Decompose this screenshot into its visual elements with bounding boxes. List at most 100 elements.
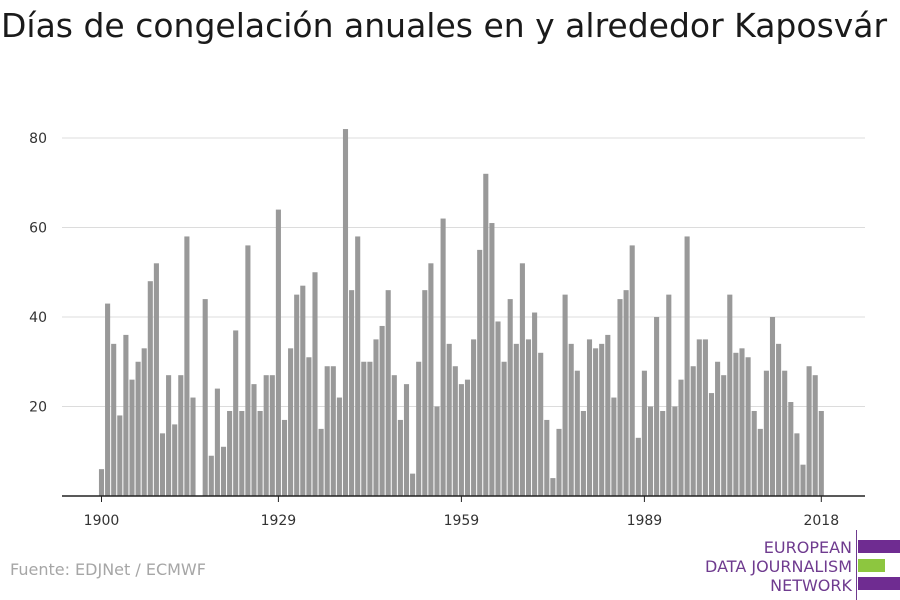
- bar-1911: [166, 375, 172, 496]
- bar-1978: [574, 370, 580, 496]
- bar-1934: [306, 357, 312, 496]
- bar-1944: [367, 361, 373, 496]
- bar-1908: [147, 281, 153, 496]
- bar-1972: [538, 352, 544, 496]
- bar-1963: [483, 173, 489, 497]
- bar-2006: [745, 357, 751, 496]
- bar-2004: [733, 352, 739, 496]
- bar-1933: [300, 285, 306, 496]
- bar-2016: [806, 366, 812, 496]
- x-tick-label-1900: 1900: [84, 513, 120, 529]
- y-tick-label-40: 40: [29, 310, 47, 326]
- bar-1982: [599, 343, 605, 496]
- bar-2013: [788, 402, 794, 496]
- bar-1981: [593, 348, 599, 496]
- bar-1952: [416, 361, 422, 496]
- bar-2000: [708, 393, 715, 496]
- bar-1941: [349, 290, 355, 496]
- bar-1942: [355, 236, 361, 496]
- bar-1903: [117, 415, 123, 496]
- bar-1918: [208, 455, 214, 496]
- bar-1971: [532, 312, 538, 496]
- bar-1958: [452, 366, 458, 496]
- bar-1937: [324, 366, 330, 496]
- bar-2012: [782, 370, 788, 496]
- bar-1909: [153, 263, 159, 496]
- bar-1970: [525, 339, 532, 497]
- bar-2002: [721, 375, 727, 496]
- bar-1910: [159, 433, 166, 496]
- bar-1939: [336, 397, 342, 496]
- bar-1948: [391, 375, 397, 496]
- bar-1926: [257, 410, 263, 496]
- bar-1992: [660, 410, 666, 496]
- bar-2015: [800, 464, 806, 496]
- x-tick-label-1929: 1929: [261, 513, 297, 529]
- bar-1900: [98, 469, 105, 496]
- bar-1945: [373, 339, 379, 497]
- bar-1954: [428, 263, 434, 496]
- bar-1919: [214, 388, 220, 496]
- bar-1977: [568, 343, 574, 496]
- bar-2017: [812, 375, 818, 496]
- bar-2018: [818, 410, 824, 496]
- logo-line-network: NETWORK: [770, 576, 852, 595]
- bar-1964: [489, 223, 495, 496]
- bar-2007: [751, 410, 757, 496]
- bar-1936: [318, 428, 324, 497]
- y-tick-label-20: 20: [29, 400, 47, 416]
- logo-divider: [856, 530, 857, 600]
- bar-1959: [458, 384, 464, 497]
- bar-1907: [141, 348, 147, 496]
- y-tick-label-60: 60: [29, 221, 47, 237]
- bar-1991: [654, 317, 660, 496]
- bar-1990: [647, 406, 654, 496]
- bar-1938: [330, 366, 336, 496]
- bar-1931: [288, 348, 294, 496]
- bar-1951: [410, 473, 416, 497]
- bar-2001: [715, 361, 721, 496]
- bar-1967: [507, 299, 513, 496]
- bar-1923: [239, 410, 245, 496]
- bar-1928: [269, 375, 275, 496]
- bar-1966: [501, 361, 507, 496]
- bar-1901: [105, 303, 111, 496]
- logo-line-european: EUROPEAN: [763, 538, 852, 557]
- bar-1987: [629, 245, 635, 496]
- bar-1973: [544, 419, 550, 496]
- bar-1994: [672, 406, 678, 496]
- bar-1932: [294, 294, 300, 497]
- bar-1906: [135, 361, 141, 496]
- bar-1955: [434, 406, 440, 496]
- bar-1943: [361, 361, 367, 496]
- bar-1976: [562, 294, 568, 497]
- bar-1902: [111, 343, 117, 496]
- chart-title: Días de congelación anuales en y alreded…: [1, 6, 888, 45]
- bar-2011: [776, 343, 782, 496]
- bar-1925: [251, 384, 257, 497]
- bar-1920: [220, 446, 227, 496]
- x-tick-label-1959: 1959: [444, 513, 480, 529]
- logo-flag-bar-top: [858, 540, 900, 553]
- bar-2008: [757, 428, 763, 497]
- edjnet-logo[interactable]: EUROPEAN DATA JOURNALISM NETWORK: [700, 530, 900, 600]
- logo-flag-bar-bottom: [858, 577, 900, 590]
- bar-2009: [763, 370, 769, 496]
- bar-1929: [275, 209, 281, 496]
- bar-1993: [666, 294, 672, 497]
- logo-line-data-journalism: DATA JOURNALISM: [705, 557, 852, 576]
- axes: 20 40 60 80 1900 1929 1959 1989 2018: [29, 131, 865, 529]
- bar-1935: [312, 272, 318, 496]
- bar-1997: [690, 366, 696, 496]
- bars: [98, 129, 824, 497]
- bar-1974: [550, 478, 556, 496]
- bar-1957: [446, 343, 452, 496]
- bar-1989: [641, 370, 647, 496]
- bar-1914: [184, 236, 190, 496]
- bar-1921: [227, 410, 233, 496]
- bar-2005: [739, 348, 745, 496]
- bar-1985: [617, 299, 623, 496]
- bar-1961: [471, 339, 477, 497]
- x-tick-label-1989: 1989: [627, 513, 663, 529]
- bar-1917: [202, 299, 208, 496]
